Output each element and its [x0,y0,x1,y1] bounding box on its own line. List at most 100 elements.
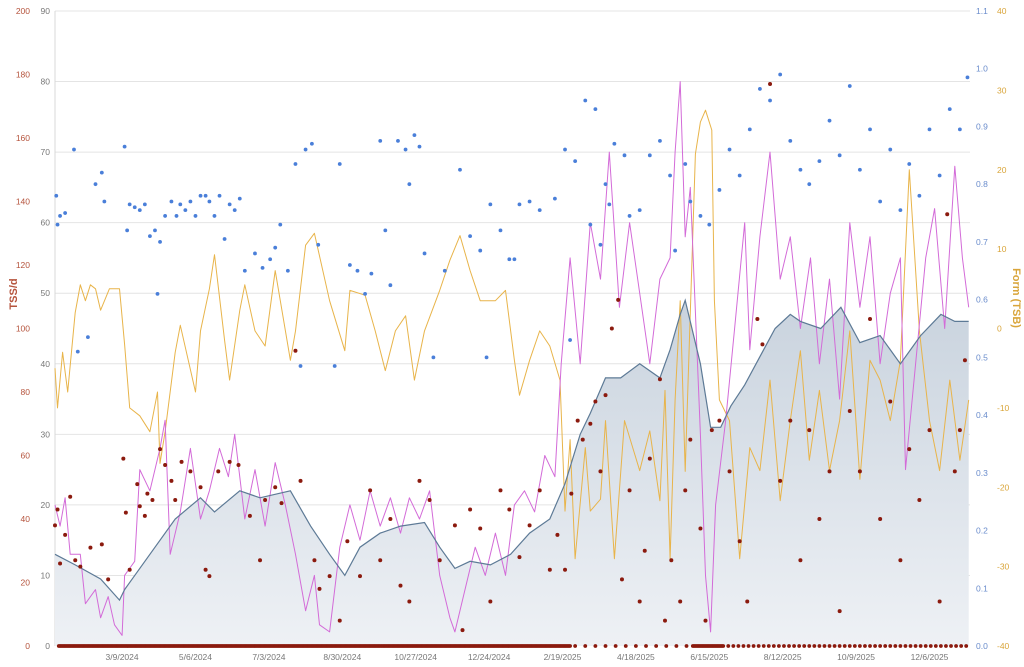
if-point [369,271,374,276]
x-axis-tick-label: 4/18/2025 [617,652,655,662]
tss-point [137,504,142,509]
if-axis-tick-label: 0.0 [976,641,988,651]
if-point [310,141,314,146]
tss-zero-point [726,644,731,648]
tss-point [312,558,317,563]
if-point [63,211,68,215]
tss-axis-title: TSS/d [8,278,20,309]
if-point [507,257,512,262]
tss-point [768,82,773,87]
tss-zero-point [923,644,928,648]
tss-point [962,358,967,363]
tss-point [127,567,132,572]
if-axis-tick-label: 0.3 [976,468,988,478]
if-axis-tick-label: 0.6 [976,295,988,305]
if-point [622,153,627,158]
tss-point [216,469,221,474]
load-axis-tick-label: 90 [41,6,51,16]
tss-zero-point [583,644,588,648]
if-point [598,242,603,247]
tss-point [158,447,163,452]
tss-point [417,478,422,483]
if-point [431,355,436,360]
tss-point [488,599,493,604]
atl-line [54,81,970,636]
tss-zero-point [863,644,867,648]
tss-zero-point [802,644,807,648]
if-point [75,349,80,354]
if-point [388,283,393,288]
tss-zero-point [736,644,741,648]
if-point [837,153,842,158]
tss-point [173,497,178,502]
if-point [552,196,557,201]
tss-zero-point [878,644,883,648]
tss-axis-tick-label: 60 [21,451,31,461]
tss-axis-tick-label: 160 [16,133,30,143]
tss-zero-point [623,644,628,648]
tss-point [760,342,765,347]
if-point [698,214,703,218]
if-point [158,240,162,244]
tss-point [337,618,342,623]
tss-point [73,558,78,563]
tss-zero-point [903,644,908,648]
if-point [683,162,688,166]
tss-zero-point [857,644,862,648]
if-point [658,138,662,143]
tss-zero-point [797,644,802,648]
tss-axis-tick-label: 100 [16,324,30,334]
tss-point [678,599,683,604]
tss-zero-point [817,644,822,648]
if-point [717,188,722,192]
if-point [148,234,152,239]
tss-point [593,399,598,404]
load-axis-tick-label: 50 [41,288,51,298]
if-point [537,208,542,213]
if-point [207,199,212,204]
tss-point [452,523,457,528]
load-axis-tick-label: 60 [41,218,51,228]
if-point [93,182,98,187]
if-point [758,87,762,91]
if-point [137,208,142,213]
if-point [99,170,104,175]
tss-point [927,428,932,433]
tss-zero-point [568,644,572,648]
if-point [737,173,742,178]
tss-point [179,459,184,464]
if-point [517,202,522,207]
tss-zero-point [883,644,888,648]
x-axis-tick-label: 12/24/2024 [468,652,511,662]
tss-point [575,418,580,423]
tss-zero-point [827,644,832,648]
if-axis-tick-label: 0.2 [976,526,988,536]
tss-point [142,513,147,518]
if-point [778,72,783,77]
x-axis-tick-label: 3/9/2024 [106,652,139,662]
tss-zero-point [766,644,771,648]
tss-zero-point [674,644,679,648]
tsb-axis-tick-label: -30 [997,562,1010,572]
if-point [260,265,265,270]
if-point [132,205,137,210]
x-axis-tick-label: 7/3/2024 [252,652,285,662]
tss-point [203,567,208,572]
tss-point [817,517,822,521]
tsb-axis-tick-label: 10 [997,244,1007,254]
if-point [878,199,883,204]
tss-point [937,599,942,604]
tss-point [279,501,284,506]
tss-zero-point [756,644,761,648]
if-point [603,182,608,187]
tss-point [603,393,608,398]
tss-zero-point [792,644,796,648]
intensity-factor-points [54,72,970,368]
if-point [637,208,642,213]
tss-point [345,539,350,544]
tss-point [727,469,732,474]
tss-zero-point [777,644,781,648]
if-point [163,214,168,218]
x-axis-tick-label: 12/6/2025 [911,652,949,662]
tss-zero-point [644,644,648,648]
